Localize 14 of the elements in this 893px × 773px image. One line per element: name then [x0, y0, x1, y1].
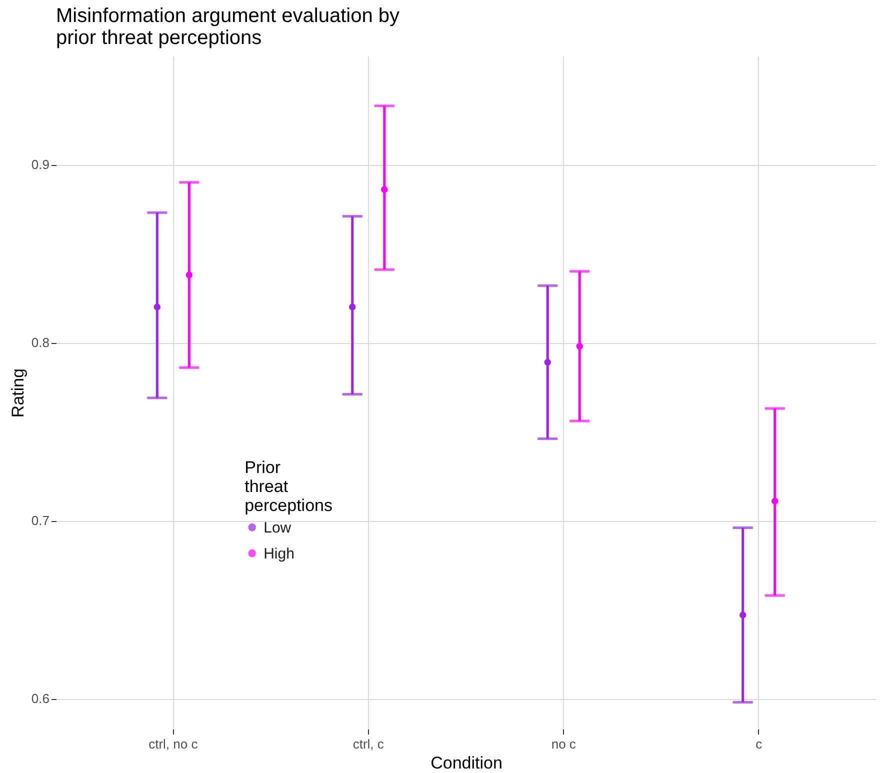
- chart-title: Misinformation argument evaluation by prior threat perceptions: [56, 5, 400, 49]
- legend-title: Prior threat perceptions: [244, 458, 332, 515]
- y-axis-title: Rating: [8, 368, 28, 418]
- x-tick-label: c: [756, 736, 763, 752]
- x-axis-title: Condition: [430, 754, 502, 772]
- y-tick-label: 0.7: [31, 513, 50, 528]
- x-tick-label: no c: [551, 736, 576, 752]
- legend-label: High: [264, 545, 294, 562]
- legend-label: Low: [264, 519, 292, 536]
- y-tick-label: 0.9: [31, 157, 50, 172]
- y-tick-label: 0.8: [31, 335, 50, 350]
- x-tick-label: ctrl, no c: [148, 736, 198, 752]
- y-tick-label: 0.6: [31, 691, 50, 706]
- x-tick-label: ctrl, c: [352, 736, 384, 752]
